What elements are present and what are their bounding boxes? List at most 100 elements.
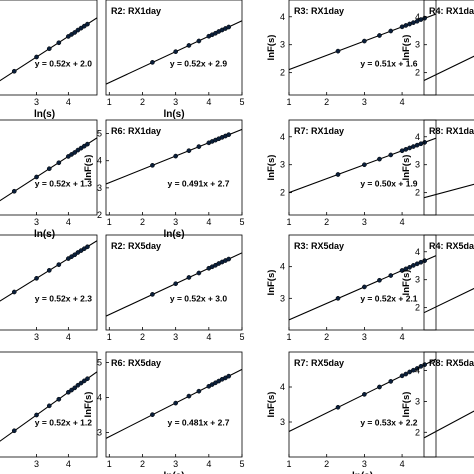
data-point <box>407 369 412 375</box>
data-point <box>335 172 341 177</box>
x-tick-label: 3 <box>173 217 178 227</box>
axes-frame <box>423 0 474 96</box>
x-tick-label: 4 <box>206 459 211 469</box>
data-point <box>56 160 62 166</box>
y-tick-label: 3 <box>280 293 285 303</box>
x-tick-label: 3 <box>34 332 39 342</box>
data-point <box>362 162 367 168</box>
x-tick-label: 1 <box>107 459 112 469</box>
y-tick-label: 3 <box>415 275 420 285</box>
axes-frame <box>288 351 437 458</box>
equation-label: y = 0.52x + 2.0 <box>35 59 92 69</box>
data-point <box>422 258 428 263</box>
data-point <box>196 144 202 149</box>
x-tick-label: 3 <box>362 217 367 227</box>
equation-label: y = 0.491x + 2.7 <box>168 179 230 189</box>
data-point <box>186 43 192 48</box>
panel-15: 1 2 3 4 3 4 R7: RX5day y = 0.53x + 2.2 ln(s) InF(… <box>266 351 437 474</box>
data-point <box>11 68 17 74</box>
y-tick-label: 3 <box>280 417 285 427</box>
data-point <box>150 292 155 297</box>
panel-11: 1 2 3 4 3 4 R3: RX5day y = 0.52x + 2.1 InF(s) <box>266 234 437 342</box>
x-tick-label: 1 <box>286 459 291 469</box>
x-tick-label: 4 <box>66 217 71 227</box>
data-point <box>362 284 367 290</box>
data-point <box>403 371 409 377</box>
x-tick-label: 4 <box>66 459 71 469</box>
x-axis-label: ln(s) <box>163 109 184 120</box>
data-point <box>196 38 202 44</box>
panel-title: R2: RX5day <box>111 241 161 251</box>
x-tick-label: 4 <box>400 459 405 469</box>
data-point <box>422 140 428 145</box>
y-tick-label: 3 <box>280 40 285 50</box>
panel-title: R8: RX1day <box>429 126 474 136</box>
axes-frame <box>423 351 474 458</box>
data-point <box>173 49 179 55</box>
data-point <box>388 273 394 278</box>
panel-title: R4: RX1day <box>429 6 474 16</box>
data-point <box>75 382 81 388</box>
x-tick-label: 3 <box>173 97 178 107</box>
x-tick-label: 4 <box>400 217 405 227</box>
panel-title: R7: RX1day <box>294 126 344 136</box>
data-point <box>388 379 394 384</box>
data-point <box>414 18 420 24</box>
x-tick-label: 1 <box>286 332 291 342</box>
y-tick-label: 4 <box>280 132 285 142</box>
y-axis-label: lnF(s) <box>401 155 412 181</box>
data-point <box>11 289 17 295</box>
data-point <box>186 148 192 154</box>
equation-label: y = 0.52x + 3.0 <box>170 294 227 304</box>
y-tick-label: 2 <box>415 427 420 437</box>
x-tick-label: 3 <box>34 459 39 469</box>
panel-title: R8: RX5day <box>429 358 474 368</box>
x-tick-label: 3 <box>362 97 367 107</box>
axes-frame <box>288 234 437 331</box>
axes-frame <box>423 119 474 216</box>
x-tick-label: 4 <box>206 332 211 342</box>
x-tick-label: 4 <box>206 217 211 227</box>
data-point <box>407 264 412 270</box>
data-point <box>34 54 39 60</box>
data-point <box>81 378 87 384</box>
x-tick-label: 3 <box>34 97 39 107</box>
data-point <box>85 141 90 147</box>
y-tick-label: 3 <box>415 160 420 170</box>
x-tick-label: 5 <box>239 97 244 107</box>
data-point <box>46 166 52 172</box>
data-point <box>377 156 382 162</box>
data-point <box>399 373 405 379</box>
data-point <box>72 252 78 258</box>
x-tick-label: 4 <box>400 97 405 107</box>
data-point <box>186 393 192 399</box>
x-tick-label: 1 <box>286 217 291 227</box>
panel-title: R6: RX1day <box>111 126 161 136</box>
data-point <box>85 21 90 27</box>
x-tick-label: 2 <box>324 332 329 342</box>
equation-label: y = 0.51x + 1.6 <box>360 59 417 69</box>
x-axis-label: ln(s) <box>34 109 55 120</box>
data-point <box>46 46 52 52</box>
axes-frame <box>0 351 98 458</box>
x-tick-label: 2 <box>324 459 329 469</box>
data-point <box>69 387 74 393</box>
x-tick-label: 2 <box>324 217 329 227</box>
data-point <box>150 412 155 417</box>
data-point <box>66 389 71 395</box>
x-tick-label: 4 <box>400 332 405 342</box>
x-tick-label: 5 <box>239 217 244 227</box>
panel-10: 1 2 3 4 5 R2: RX5day y = 0.52x + 3.0 <box>105 234 245 342</box>
y-axis-label: InF(s) <box>83 155 94 181</box>
axes-frame <box>105 351 243 458</box>
data-point <box>388 28 394 34</box>
panel-1: 3 4 y = 0.52x + 2.0 ln(s) <box>0 0 98 120</box>
x-tick-label: 4 <box>206 97 211 107</box>
fit-line <box>424 183 474 199</box>
y-tick-label: 3 <box>97 428 102 438</box>
equation-label: y = 0.52x + 2.1 <box>360 294 417 304</box>
y-tick-label: 2 <box>415 68 420 78</box>
axes-frame <box>423 234 474 331</box>
data-point <box>56 40 62 46</box>
panel-title: R2: RX1day <box>111 6 161 16</box>
